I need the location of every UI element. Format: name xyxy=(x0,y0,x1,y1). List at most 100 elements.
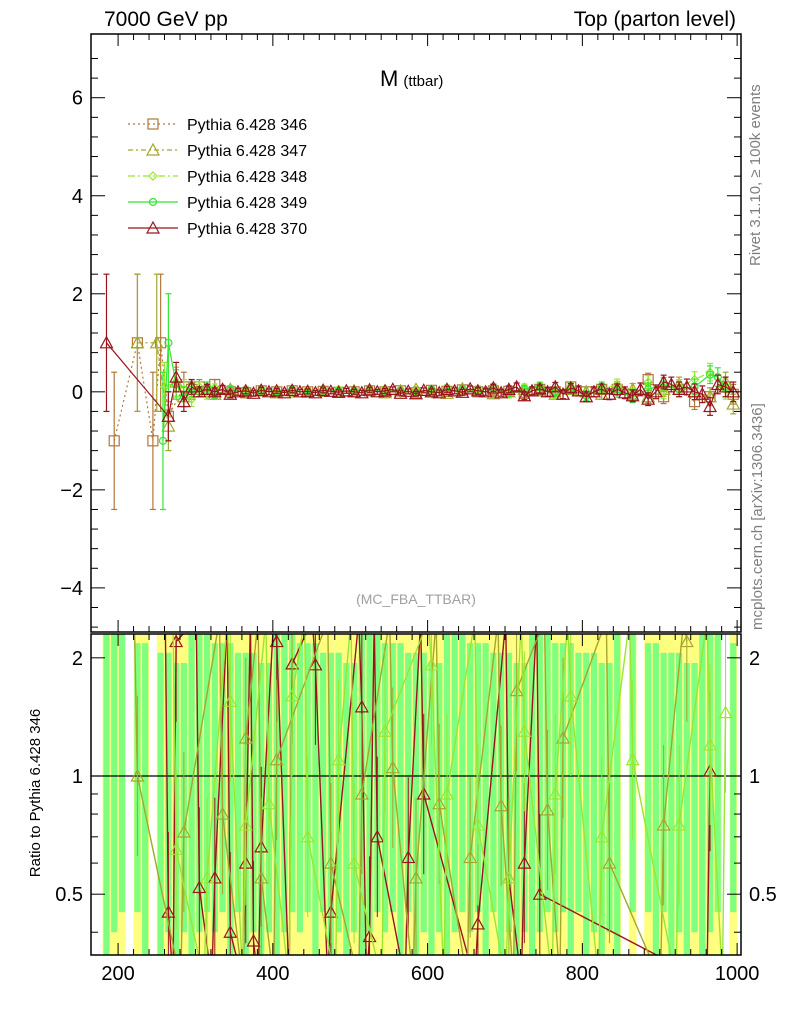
ratio-series-group xyxy=(91,634,741,955)
data-point xyxy=(594,381,609,395)
y-tick-label: −4 xyxy=(60,578,83,600)
ratio-point xyxy=(130,768,145,782)
data-point xyxy=(658,386,669,397)
ratio-point xyxy=(238,817,253,831)
data-point xyxy=(718,379,733,393)
ratio-band-inner xyxy=(211,643,218,933)
ratio-point xyxy=(215,806,230,820)
ratio-band-inner xyxy=(188,634,195,955)
ratio-band-inner xyxy=(668,652,675,955)
ratio-point xyxy=(331,752,346,766)
ratio-point xyxy=(362,929,377,943)
data-point xyxy=(486,380,501,394)
data-point xyxy=(548,379,563,393)
data-point xyxy=(161,409,176,422)
ratio-point xyxy=(169,842,184,856)
ratio-point xyxy=(470,817,485,831)
data-point xyxy=(292,384,307,398)
y-tick-label: 0 xyxy=(72,382,83,404)
data-point xyxy=(362,382,377,396)
data-point xyxy=(378,383,393,397)
ratio-point xyxy=(548,786,563,800)
data-point xyxy=(385,382,400,395)
ratio-y-tick-label: 1 xyxy=(72,766,83,788)
data-point xyxy=(571,383,586,397)
data-point xyxy=(231,384,246,398)
legend-label: Pythia 6.428 347 xyxy=(187,143,307,160)
ratio-point xyxy=(223,924,238,938)
data-point xyxy=(463,381,478,395)
data-point xyxy=(339,383,354,397)
ratio-point xyxy=(416,786,431,800)
ratio-point xyxy=(207,870,222,884)
y-tick-label: 2 xyxy=(72,284,83,306)
ratio-series-3 xyxy=(169,634,733,955)
ratio-band-inner xyxy=(227,643,234,955)
ratio-band-inner xyxy=(652,643,659,955)
ratio-point xyxy=(323,855,338,869)
ratio-band-inner xyxy=(645,643,652,913)
ratio-point xyxy=(556,730,571,744)
data-point xyxy=(323,384,338,397)
data-point xyxy=(186,394,197,405)
data-point xyxy=(617,385,632,399)
data-point xyxy=(705,370,715,379)
legend-label: Pythia 6.428 370 xyxy=(187,221,307,238)
data-point xyxy=(202,389,212,400)
data-point xyxy=(424,384,439,398)
ratio-point xyxy=(408,870,424,884)
y-tick-label: 6 xyxy=(72,88,83,110)
ratio-point xyxy=(494,798,509,812)
axis-ticks xyxy=(91,34,741,955)
legend-marker xyxy=(145,142,161,156)
data-point xyxy=(169,369,184,383)
data-point xyxy=(695,387,710,400)
x-tick-label: 600 xyxy=(411,963,444,985)
ratio-band-inner xyxy=(312,643,319,955)
ratio-point xyxy=(463,850,478,864)
ratio-band-inner xyxy=(111,634,118,933)
ratio-band-inner xyxy=(250,652,257,933)
analysis-tag: (MC_FBA_TTBAR) xyxy=(356,591,476,607)
data-point xyxy=(633,382,648,395)
ratio-band-inner xyxy=(165,652,172,933)
ratio-band-inner xyxy=(683,663,690,955)
ratio-y-tick-label: 2 xyxy=(72,648,83,670)
ratio-y-tick-label-right: 1 xyxy=(749,766,760,788)
data-point xyxy=(331,385,346,398)
data-point xyxy=(447,383,462,397)
ratio-point xyxy=(401,850,416,864)
ratio-point xyxy=(672,817,687,831)
ratio-band-inner xyxy=(699,634,706,955)
series-2 xyxy=(130,273,741,452)
ratio-point xyxy=(238,730,253,744)
ratio-point xyxy=(176,824,191,838)
ratio-band-inner xyxy=(320,652,327,913)
data-point xyxy=(269,383,284,397)
legend-item: Pythia 6.428 348 xyxy=(128,169,307,186)
ratio-band-inner xyxy=(343,663,350,955)
ratio-band-inner xyxy=(730,643,737,913)
data-point xyxy=(149,335,164,349)
ratio-band-inner xyxy=(203,634,211,913)
data-point xyxy=(726,396,741,410)
data-point xyxy=(184,379,199,393)
ratio-band-inner xyxy=(142,643,149,955)
header-left-label: 7000 GeV pp xyxy=(104,8,228,31)
ratio-point xyxy=(269,752,284,766)
data-point xyxy=(300,384,315,397)
legend-marker xyxy=(148,197,158,207)
ratio-band-inner xyxy=(505,652,512,933)
data-point xyxy=(370,384,385,398)
ratio-point xyxy=(656,817,671,831)
data-point xyxy=(648,384,663,398)
data-point xyxy=(532,381,547,395)
ratio-point xyxy=(385,760,400,774)
ratio-point xyxy=(246,933,261,947)
ratio-band-inner xyxy=(451,634,458,933)
ratio-point xyxy=(261,796,276,810)
data-point xyxy=(703,399,718,413)
data-point xyxy=(610,382,625,395)
data-point xyxy=(401,384,416,397)
